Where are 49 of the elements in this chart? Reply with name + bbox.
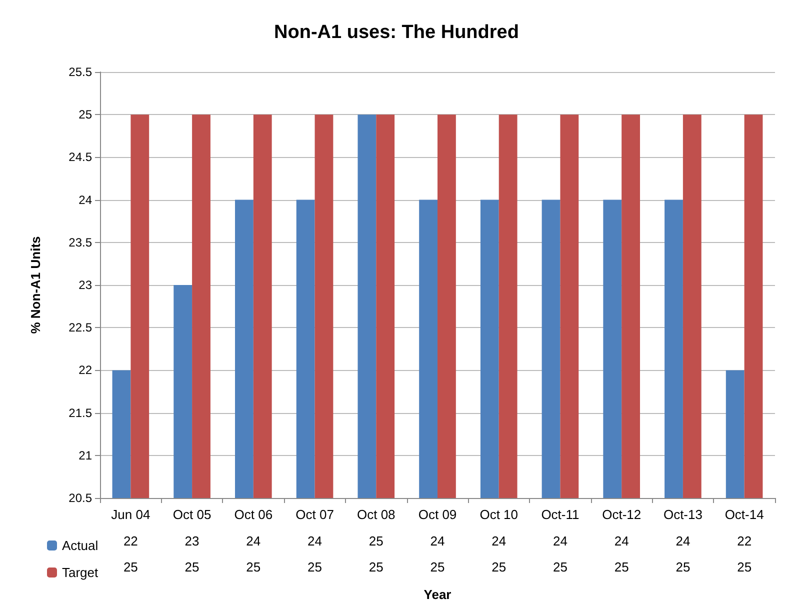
x-tick-label: Oct 05 (172, 507, 212, 522)
data-label: 22 (737, 534, 752, 548)
data-label: 25 (676, 560, 690, 574)
data-label: 24 (552, 534, 568, 548)
data-label: 25 (246, 560, 261, 574)
x-tick-label: Oct-12 (602, 507, 642, 522)
y-tick-label: 24.5 (68, 150, 92, 164)
data-label: 24 (492, 534, 506, 548)
data-label: 25 (552, 560, 568, 574)
data-label: 25 (614, 560, 629, 574)
data-label: 24 (676, 534, 690, 548)
data-label: 25 (184, 560, 200, 574)
y-tick-label: 23.5 (68, 235, 92, 250)
data-label: 22 (123, 534, 138, 548)
x-tick-label: Oct 09 (418, 507, 457, 522)
chart-title: Non-A1 uses: The Hundred (274, 22, 519, 43)
x-tick-label: Jun 04 (111, 507, 150, 522)
y-tick-label: 25.5 (68, 65, 92, 79)
y-tick-label: 25 (78, 108, 92, 122)
y-axis-title: % Non-A1 Units (28, 236, 43, 334)
y-tick-label: 20.5 (68, 491, 92, 505)
data-label: 25 (308, 560, 322, 574)
x-axis-title: Year (424, 587, 452, 602)
data-label: 25 (123, 560, 138, 574)
y-tick-label: 23 (78, 278, 92, 292)
data-label: 25 (430, 560, 445, 574)
legend-label: Target (62, 565, 99, 580)
x-tick-label: Oct-11 (541, 507, 580, 522)
y-tick-label: 22.5 (68, 320, 92, 335)
data-label: 23 (184, 534, 200, 548)
data-label: 25 (368, 534, 384, 548)
data-label: 25 (737, 560, 752, 574)
y-tick-label: 22 (78, 363, 92, 378)
data-label: 25 (368, 560, 384, 574)
x-tick-label: Oct-13 (663, 507, 702, 522)
data-label: 25 (492, 560, 506, 574)
y-tick-label: 24 (78, 192, 92, 207)
data-label: 24 (614, 534, 629, 548)
y-tick-label: 21.5 (68, 406, 92, 420)
legend-label: Actual (62, 538, 98, 553)
data-label: 24 (430, 534, 445, 548)
data-label: 24 (308, 534, 322, 548)
y-tick-label: 21 (78, 448, 92, 462)
x-tick-label: Oct-14 (724, 507, 764, 522)
x-tick-label: Oct 06 (234, 507, 273, 522)
data-label: 24 (246, 534, 261, 548)
x-tick-label: Oct 07 (296, 507, 334, 522)
x-tick-label: Oct 10 (480, 507, 518, 522)
x-tick-label: Oct 08 (356, 507, 396, 522)
